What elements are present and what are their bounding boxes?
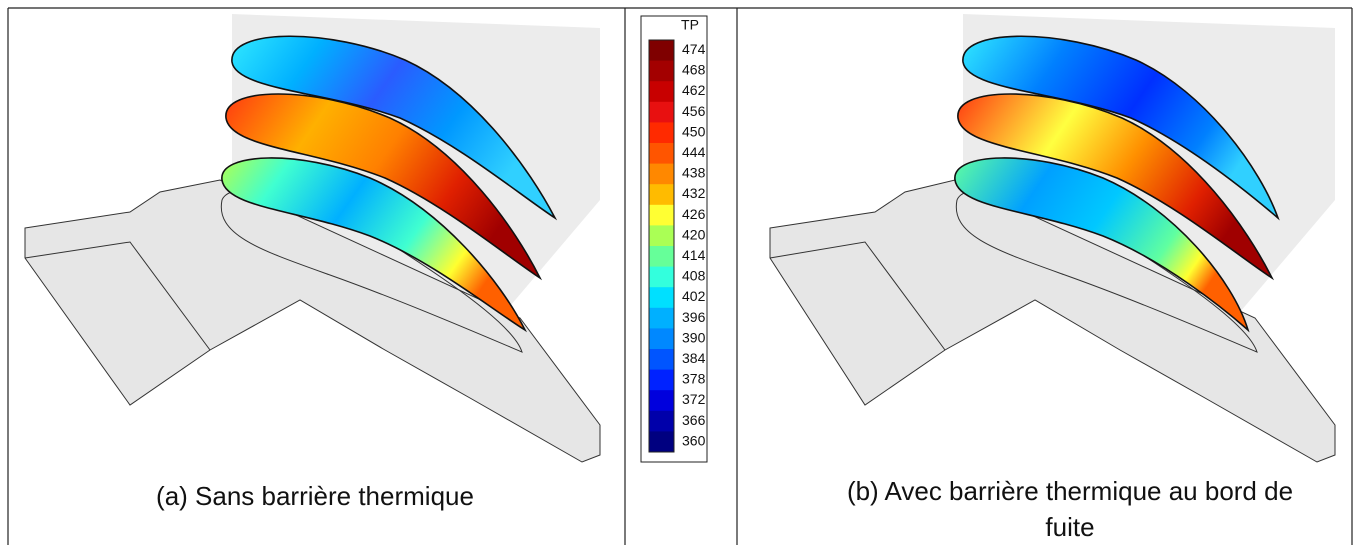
colorbar-tick-label: 432 [682,185,706,201]
colorbar-tick-label: 456 [682,103,706,119]
colorbar-swatch [649,164,674,185]
colorbar-swatch [649,225,674,246]
colorbar-swatch [649,102,674,123]
colorbar-tick-label: 450 [682,123,706,139]
colorbar-title: TP [681,17,699,33]
colorbar-swatch [649,184,674,205]
colorbar-tick-label: 474 [682,41,706,57]
colorbar-swatch [649,40,674,61]
colorbar-swatch [649,328,674,349]
figure: TP 474 468 462 456 450 444 438 432 426 420 414 408 4… [0,0,1359,545]
colorbar-swatch [649,267,674,288]
render-b [770,14,1335,462]
caption: fuite [1045,512,1094,542]
colorbar-swatch [649,308,674,329]
colorbar-tick-label: 462 [682,82,706,98]
colorbar-tick-label: 402 [682,288,706,304]
colorbar-swatch [649,205,674,226]
colorbar-tick-label: 360 [682,432,706,448]
colorbar-tick-label: 438 [682,165,706,181]
colorbar-tick-label: 408 [682,268,706,284]
colorbar-tick-label: 444 [682,144,706,160]
colorbar-swatch [649,370,674,391]
colorbar-swatch [649,122,674,143]
colorbar-tick-label: 384 [682,350,706,366]
colorbar-swatch [649,431,674,452]
colorbar-swatch [649,246,674,267]
colorbar-tick-label: 372 [682,391,706,407]
colorbar-swatch [649,287,674,308]
colorbar-swatch [649,390,674,411]
colorbar-swatch [649,81,674,102]
colorbar-tick-label: 366 [682,412,706,428]
render-a [25,14,600,462]
colorbar-swatch [649,143,674,164]
colorbar-tick-label: 426 [682,206,706,222]
colorbar-swatch [649,61,674,82]
colorbar-tick-label: 396 [682,309,706,325]
colorbar-tick-label: 468 [682,62,706,78]
colorbar-swatch [649,411,674,432]
caption: (b) Avec barrière thermique au bord de [847,476,1293,506]
colorbar-swatch [649,349,674,370]
caption: (a) Sans barrière thermique [156,481,474,511]
colorbar-tick-label: 414 [682,247,706,263]
colorbar-tick-label: 420 [682,226,706,242]
colorbar-tick-label: 390 [682,329,706,345]
colorbar-tick-label: 378 [682,371,706,387]
